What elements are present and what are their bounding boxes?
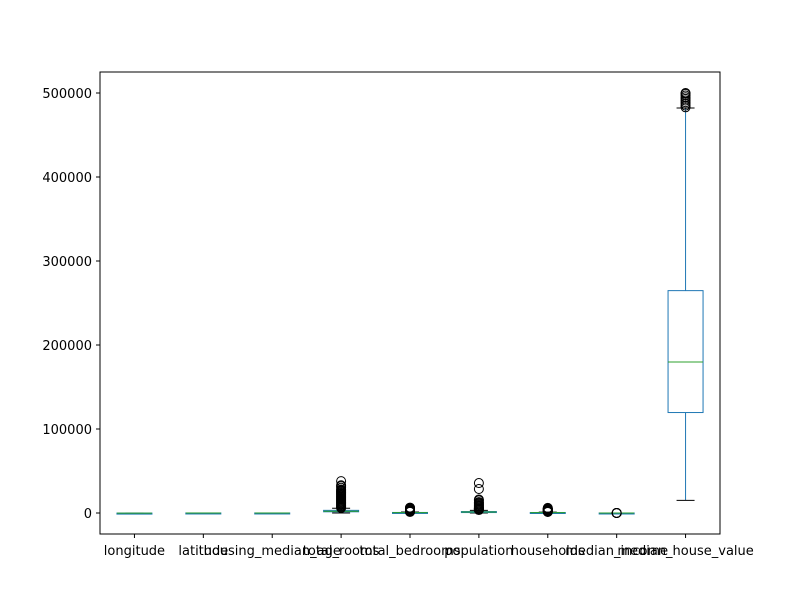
box-housing-median-age — [254, 512, 291, 515]
y-tick-label: 300000 — [42, 255, 92, 270]
flier-point — [473, 494, 484, 505]
flier-point — [336, 476, 347, 487]
y-tick-label: 500000 — [42, 87, 92, 102]
box-body — [667, 290, 704, 414]
box-total-rooms — [323, 476, 360, 514]
y-axis: 0 100000 200000 300000 400000 500000 — [42, 87, 100, 522]
flier-point — [473, 478, 484, 489]
box-longitude — [116, 512, 153, 515]
x-axis: longitude latitudehousing_median_agetotal… — [104, 534, 754, 559]
x-tick-label: households — [511, 544, 585, 559]
x-tick-label: total_rooms — [303, 544, 380, 559]
box-latitude — [185, 512, 222, 515]
flier-point — [473, 484, 484, 495]
y-tick-label: 200000 — [42, 339, 92, 354]
x-tick-label: latitude — [178, 544, 228, 559]
box-median-house-value — [667, 87, 704, 501]
x-tick-label: population — [444, 544, 513, 559]
box-median-income — [598, 507, 635, 518]
y-tick-label: 0 — [84, 507, 92, 522]
flier-point — [680, 87, 691, 98]
box-households — [529, 502, 566, 517]
x-tick-label: total_bedrooms — [359, 544, 460, 559]
x-tick-label: median_house_value — [617, 544, 753, 559]
flier-point — [542, 502, 553, 513]
box-total-bedrooms — [392, 502, 428, 517]
x-tick-label: longitude — [104, 544, 165, 559]
flier-point — [611, 507, 622, 518]
y-tick-label: 400000 — [42, 171, 92, 186]
y-tick-label: 100000 — [42, 423, 92, 438]
x-tick-label: median_income — [565, 544, 668, 559]
plot-frame — [99, 71, 721, 535]
flier-point — [405, 502, 415, 513]
x-tick-label: housing_median_age — [204, 544, 341, 559]
boxes-group — [116, 87, 704, 518]
box-population — [460, 478, 497, 516]
flier-point — [336, 480, 347, 491]
